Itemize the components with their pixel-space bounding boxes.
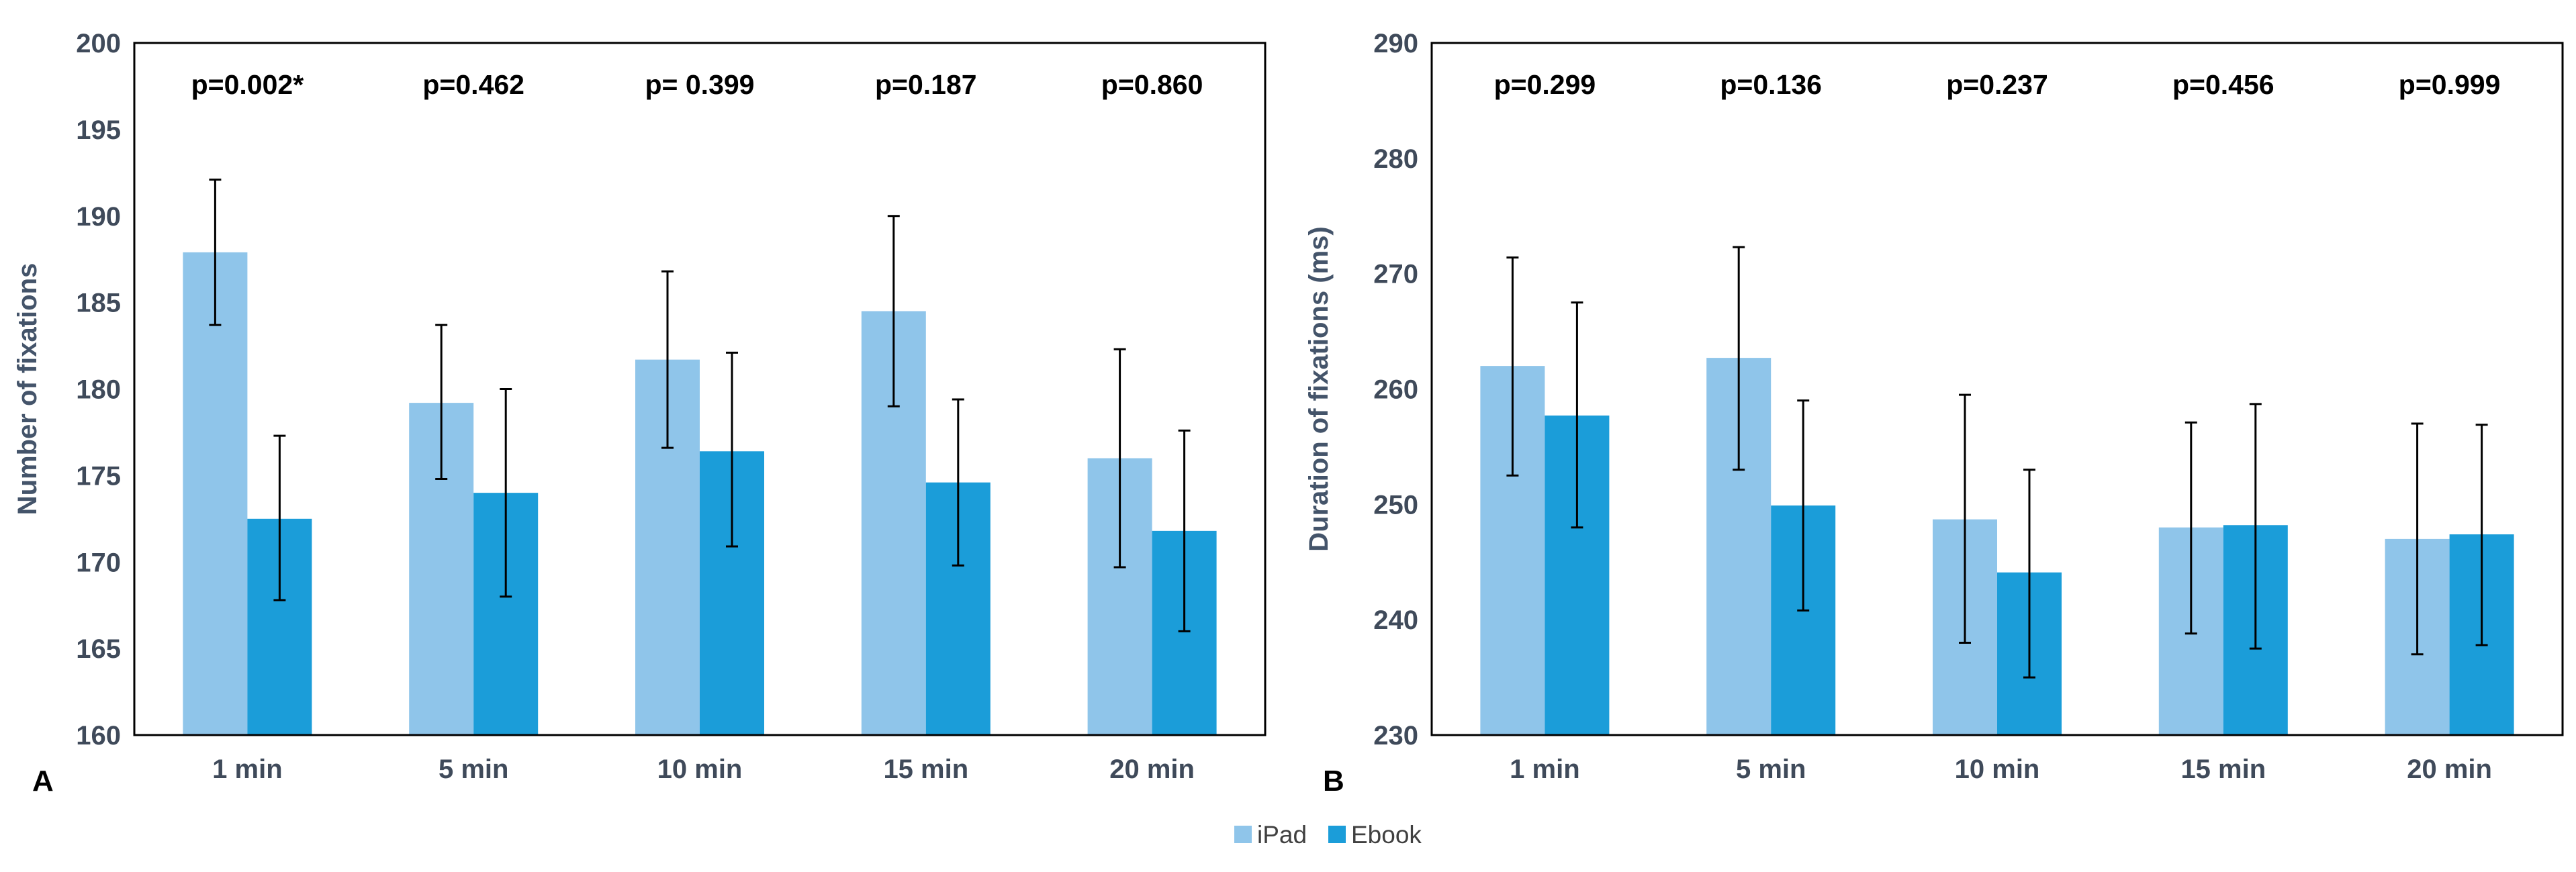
y-tick-label: 260: [1373, 375, 1418, 405]
panel-letter: A: [32, 765, 54, 797]
y-tick-label: 270: [1373, 260, 1418, 289]
y-tick-label: 240: [1373, 605, 1418, 635]
legend-label-ipad: iPad: [1257, 821, 1307, 849]
plot-frame: [1430, 42, 2564, 736]
panel-b-duration-of-fixations: 230 240 250 260 270 280 290 1 min p=0.299 5 min p=…: [1304, 29, 2564, 797]
panel-letter: B: [1323, 765, 1344, 797]
y-tick-label: 175: [76, 461, 121, 491]
y-tick-label: 180: [76, 375, 121, 405]
legend-swatch-ebook: [1328, 826, 1346, 843]
y-tick-label: 165: [76, 634, 121, 664]
panel-a-number-of-fixations: 160 165 170 175 180 185 190 195 200 1 min p=0.002*…: [13, 29, 1267, 797]
y-tick-label: 195: [76, 115, 121, 145]
y-tick-label: 185: [76, 289, 121, 318]
legend-swatch-ipad: [1234, 826, 1252, 843]
y-tick-label: 280: [1373, 144, 1418, 174]
bar-ipad: [183, 252, 248, 735]
p-value-annotation: p=0.299: [1494, 69, 1596, 100]
x-category-label: 1 min: [212, 755, 282, 784]
x-category-label: 5 min: [439, 755, 508, 784]
y-tick-label: 160: [76, 721, 121, 750]
y-axis-label: Duration of fixations (ms): [1304, 226, 1334, 551]
y-tick-label: 230: [1373, 721, 1418, 750]
y-tick-label: 250: [1373, 490, 1418, 520]
x-category-label: 10 min: [1955, 755, 2040, 784]
plot-frame: [133, 42, 1267, 736]
x-category-label: 15 min: [883, 755, 968, 784]
y-tick-label: 290: [1373, 29, 1418, 58]
x-category-label: 10 min: [657, 755, 743, 784]
p-value-annotation: p=0.187: [875, 69, 977, 100]
y-tick-label: 200: [76, 29, 121, 58]
y-tick-label: 170: [76, 548, 121, 577]
x-category-label: 15 min: [2180, 755, 2266, 784]
p-value-annotation: p= 0.399: [645, 69, 755, 100]
p-value-annotation: p=0.002*: [191, 69, 304, 100]
p-value-annotation: p=0.456: [2172, 69, 2274, 100]
p-value-annotation: p=0.237: [1946, 69, 2048, 100]
legend: iPad Ebook: [1234, 821, 1422, 849]
p-value-annotation: p=0.999: [2399, 69, 2501, 100]
y-axis-label: Number of fixations: [13, 263, 42, 516]
x-category-label: 1 min: [1510, 755, 1579, 784]
x-category-label: 20 min: [1109, 755, 1195, 784]
x-category-label: 20 min: [2407, 755, 2492, 784]
p-value-annotation: p=0.860: [1101, 69, 1203, 100]
p-value-annotation: p=0.462: [422, 69, 524, 100]
y-tick-label: 190: [76, 202, 121, 232]
legend-label-ebook: Ebook: [1351, 821, 1422, 849]
x-category-label: 5 min: [1736, 755, 1806, 784]
p-value-annotation: p=0.136: [1720, 69, 1822, 100]
